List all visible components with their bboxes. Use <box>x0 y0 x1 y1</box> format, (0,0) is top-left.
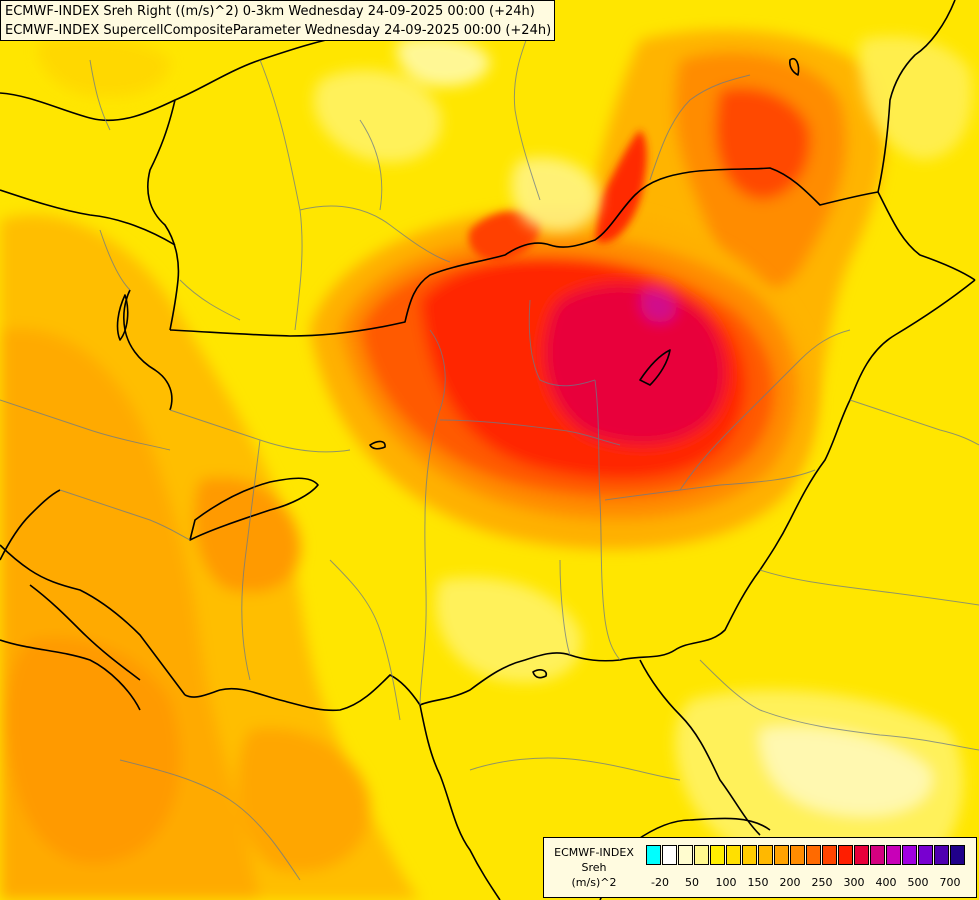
legend-swatch <box>758 845 773 865</box>
legend-swatch <box>950 845 965 865</box>
legend-swatch <box>902 845 917 865</box>
legend-swatch <box>742 845 757 865</box>
legend-swatch <box>934 845 949 865</box>
legend-tick-label: 200 <box>779 876 801 889</box>
legend-swatch <box>662 845 677 865</box>
legend-swatch <box>854 845 869 865</box>
legend-title-line-1: ECMWF-INDEX <box>554 846 634 859</box>
map-title-box: ECMWF-INDEX Sreh Right ((m/s)^2) 0-3km W… <box>0 0 555 41</box>
legend-title-line-3: (m/s)^2 <box>571 876 617 889</box>
legend-swatch <box>774 845 789 865</box>
legend-tick-label: 500 <box>907 876 929 889</box>
legend-swatch <box>694 845 709 865</box>
legend-swatch <box>806 845 821 865</box>
legend-tick-label: 50 <box>685 876 699 889</box>
sreh-field <box>0 30 973 900</box>
legend-swatch <box>646 845 661 865</box>
legend-swatch <box>838 845 853 865</box>
legend-swatch <box>886 845 901 865</box>
legend-swatch <box>870 845 885 865</box>
legend-tick-label: -20 <box>651 876 669 889</box>
map-title-line-1: ECMWF-INDEX Sreh Right ((m/s)^2) 0-3km W… <box>5 4 535 19</box>
legend-title-line-2: Sreh <box>581 861 607 874</box>
legend-tick-label: 400 <box>875 876 897 889</box>
legend-swatch <box>918 845 933 865</box>
legend-swatch <box>822 845 837 865</box>
legend-swatch <box>710 845 725 865</box>
legend-tick-label: 700 <box>939 876 961 889</box>
color-legend: ECMWF-INDEX Sreh (m/s)^2 -20 50 100 150 200 2… <box>543 837 977 898</box>
map-title-line-2: ECMWF-INDEX SupercellCompositeParameter … <box>5 23 552 38</box>
region-lines <box>0 29 979 881</box>
legend-swatch <box>678 845 693 865</box>
legend-tick-labels: -20 50 100 150 200 250 300 400 500 700 <box>646 876 976 890</box>
legend-title: ECMWF-INDEX Sreh (m/s)^2 <box>544 845 644 890</box>
legend-swatch <box>790 845 805 865</box>
legend-swatch <box>726 845 741 865</box>
legend-tick-label: 250 <box>811 876 833 889</box>
legend-tick-label: 150 <box>747 876 769 889</box>
legend-tick-label: 100 <box>715 876 737 889</box>
legend-tick-label: 300 <box>843 876 865 889</box>
